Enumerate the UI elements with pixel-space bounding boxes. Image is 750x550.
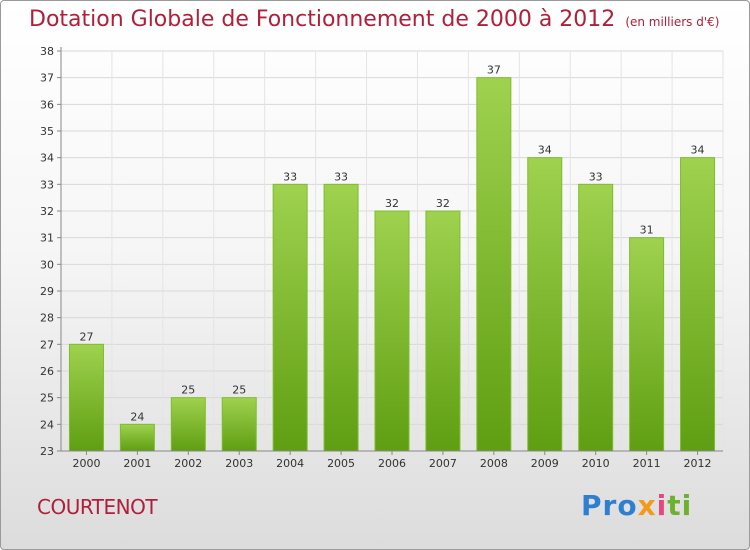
x-tick-label-2004: 2004 — [276, 457, 304, 470]
bar-2007 — [425, 210, 461, 452]
data-label-2011: 31 — [640, 224, 654, 237]
data-label-2000: 27 — [79, 330, 93, 343]
bar-2008 — [476, 77, 512, 452]
chart-title-text: Dotation Globale de Fonctionnement de 20… — [29, 7, 616, 32]
x-tick-label-2001: 2001 — [123, 457, 151, 470]
bar-2010 — [578, 183, 614, 452]
y-tick-label: 28 — [40, 312, 54, 325]
data-label-2012: 34 — [691, 144, 705, 157]
x-tick-label-2003: 2003 — [225, 457, 253, 470]
bar-2001 — [119, 423, 155, 452]
y-tick-label: 32 — [40, 205, 54, 218]
y-tick-label: 26 — [40, 365, 54, 378]
data-label-2009: 34 — [538, 144, 552, 157]
y-tick-label: 36 — [40, 98, 54, 111]
bar-2004 — [272, 183, 308, 452]
y-tick-label: 37 — [40, 72, 54, 85]
x-tick-label-2009: 2009 — [531, 457, 559, 470]
bar-2005 — [323, 183, 359, 452]
bar-2003 — [221, 397, 257, 452]
y-tick-label: 30 — [40, 258, 54, 271]
x-tick-label-2005: 2005 — [327, 457, 355, 470]
data-label-2005: 33 — [334, 170, 348, 183]
logo-part-2: x — [637, 489, 657, 522]
logo-part-3: i — [656, 489, 668, 522]
bar-2002 — [170, 397, 206, 452]
commune-name: COURTENOT — [37, 495, 158, 519]
bar-2000 — [68, 343, 104, 452]
y-tick-label: 38 — [40, 45, 54, 58]
y-tick-label: 35 — [40, 125, 54, 138]
data-label-2008: 37 — [487, 64, 501, 77]
data-label-2006: 32 — [385, 197, 399, 210]
y-tick-label: 29 — [40, 285, 54, 298]
x-tick-label-2010: 2010 — [582, 457, 610, 470]
unit-note: (en milliers d'€) — [625, 15, 720, 29]
x-tick-label-2011: 2011 — [633, 457, 661, 470]
x-tick-label-2012: 2012 — [684, 457, 712, 470]
x-tick-label-2007: 2007 — [429, 457, 457, 470]
y-tick-label: 34 — [40, 152, 54, 165]
x-tick-label-2006: 2006 — [378, 457, 406, 470]
bar-2009 — [527, 157, 563, 452]
x-tick-label-2008: 2008 — [480, 457, 508, 470]
logo-part-1: Pro — [581, 489, 638, 522]
data-label-2007: 32 — [436, 197, 450, 210]
y-tick-label: 33 — [40, 178, 54, 191]
data-label-2004: 33 — [283, 170, 297, 183]
y-tick-label: 31 — [40, 232, 54, 245]
bar-layer: 27 24 25 25 33 33 32 32 37 34 33 31 34 — [68, 64, 716, 452]
proxiti-logo: Proxiti — [581, 489, 692, 522]
logo-part-4: ti — [667, 489, 693, 522]
bar-2012 — [680, 157, 716, 452]
data-label-2010: 33 — [589, 170, 603, 183]
y-tick-label: 24 — [40, 418, 54, 431]
x-tick-label-2000: 2000 — [72, 457, 100, 470]
data-label-2003: 25 — [232, 384, 246, 397]
bar-2011 — [629, 237, 665, 452]
y-tick-label: 23 — [40, 445, 54, 458]
y-tick-label: 25 — [40, 392, 54, 405]
bar-2006 — [374, 210, 410, 452]
chart-title: Dotation Globale de Fonctionnement de 20… — [29, 7, 719, 32]
data-label-2002: 25 — [181, 384, 195, 397]
data-label-2001: 24 — [130, 410, 144, 423]
x-tick-label-2002: 2002 — [174, 457, 202, 470]
y-tick-label: 27 — [40, 338, 54, 351]
axis-layer: 23 24 25 26 27 28 29 30 31 32 33 34 35 36 37 38 2000 2001… — [40, 45, 723, 470]
